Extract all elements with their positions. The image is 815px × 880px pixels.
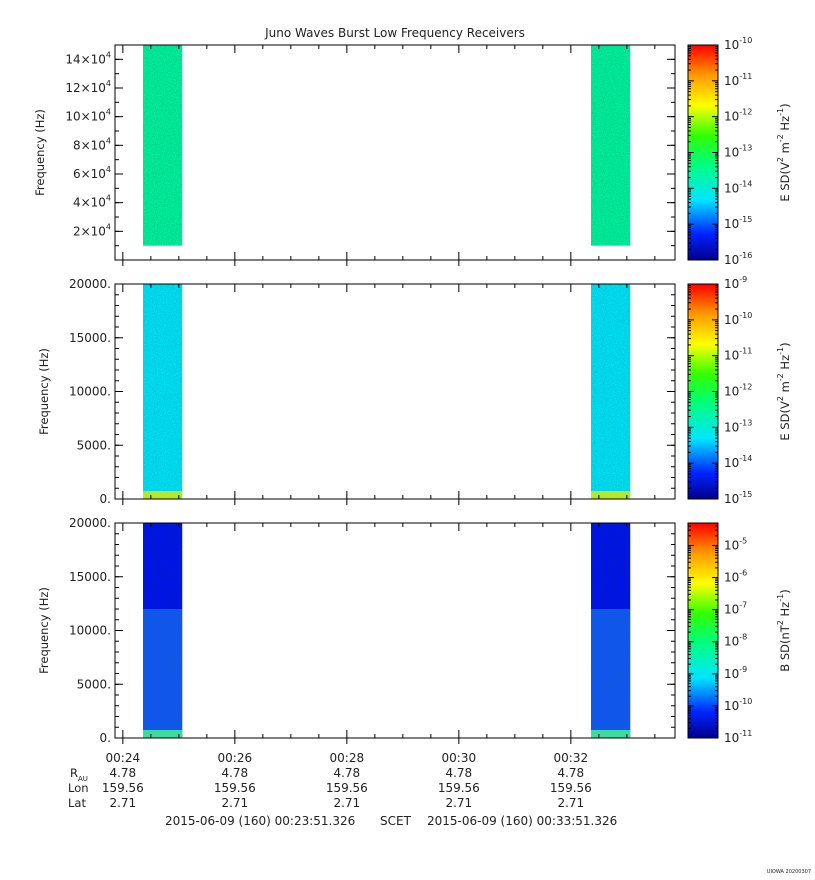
colorbar-tick-label: 10-9: [724, 275, 747, 291]
y-tick-label: 8×104: [73, 136, 111, 152]
y-tick-label: 14×104: [65, 50, 111, 66]
y-tick-label: 5000.: [77, 438, 111, 452]
ephem-lon-value: 159.56: [102, 781, 144, 795]
ephem-lat-value: 2.71: [109, 796, 136, 810]
footer-frame: SCET: [380, 814, 412, 828]
ephem-row-label-lat: Lat: [68, 796, 86, 810]
data-block-2: [591, 523, 631, 738]
panel-1: 2×104 4×104 6×104 8×104 10×104 12×104 14×104 Fr…: [33, 36, 792, 267]
colorbar-tick-label: 10-15: [724, 490, 752, 506]
colorbar-label: E SD(V2 m-2 Hz-1): [776, 342, 792, 440]
colorbar-tick-label: 10-13: [724, 144, 752, 160]
y-tick-label: 15000.: [69, 331, 111, 345]
colorbar-label: B SD(nT2 Hz-1): [776, 589, 792, 671]
y-tick-label: 6×104: [73, 165, 111, 181]
ephem-r-value: 4.78: [221, 766, 248, 780]
colorbar-tick-label: 10-16: [724, 251, 752, 267]
ephem-lon-value: 159.56: [438, 781, 480, 795]
y-tick-label: 20000.: [69, 277, 111, 291]
ephem-lat-value: 2.71: [333, 796, 360, 810]
y-tick-label: 12×104: [65, 79, 111, 95]
colorbar-tick-label: 10-11: [724, 729, 752, 745]
low-frequency-band-2: [591, 730, 631, 738]
ephem-lat-value: 2.71: [445, 796, 472, 810]
colorbar-tick-label: 10-11: [724, 72, 752, 88]
colorbar-tick-label: 10-10: [724, 36, 752, 52]
ephem-row-label-r: RAU: [70, 766, 88, 783]
colorbar-tick-label: 10-13: [724, 418, 752, 434]
ephem-lat-value: 2.71: [221, 796, 248, 810]
colorbar-tick-label: 10-12: [724, 108, 752, 124]
colorbar-3: [687, 522, 719, 739]
y-axis-label: Frequency (Hz): [33, 109, 47, 196]
data-block-2: [591, 284, 631, 499]
colorbar-tick-label: 10-15: [724, 215, 752, 231]
panel-3: 0. 5000. 10000. 15000. 20000. Frequency (Hz) 1…: [37, 516, 792, 745]
colorbar-tick-label: 10-14: [724, 454, 752, 470]
chart-title: Juno Waves Burst Low Frequency Receivers: [264, 26, 525, 40]
colorbar-tick-label: 10-9: [724, 665, 747, 681]
y-tick-label: 20000.: [69, 516, 111, 530]
colorbar-tick-label: 10-11: [724, 347, 752, 363]
colorbar-tick-label: 10-6: [724, 569, 747, 585]
y-tick-label: 0.: [100, 731, 111, 745]
ephem-lon-value: 159.56: [214, 781, 256, 795]
x-tick-label: 00:30: [442, 751, 477, 765]
x-tick-label: 00:28: [330, 751, 365, 765]
colorbar-tick-label: 10-12: [724, 383, 752, 399]
low-frequency-gradient-1: [143, 609, 183, 738]
y-axis-label: Frequency (Hz): [37, 348, 51, 435]
colorbar-tick-label: 10-14: [724, 179, 752, 195]
data-block-1: [143, 284, 183, 499]
y-tick-label: 2×104: [73, 222, 111, 238]
ephemeris-table: RAU Lon Lat 00:244.78159.562.7100:264.78…: [68, 751, 592, 810]
footer-start-time: 2015-06-09 (160) 00:23:51.326: [165, 814, 355, 828]
y-tick-label: 10000.: [69, 624, 111, 638]
colorbar-tick-label: 10-10: [724, 311, 752, 327]
plot-frame-1: [114, 44, 676, 261]
ephem-row-label-lon: Lon: [68, 781, 89, 795]
y-tick-label: 5000.: [77, 677, 111, 691]
low-frequency-band-1: [143, 730, 183, 738]
data-block-1: [143, 523, 183, 738]
panel-2: 0. 5000. 10000. 15000. 20000. Frequency (Hz) 1…: [37, 275, 792, 506]
y-tick-label: 4×104: [73, 194, 111, 210]
footer-stamp: UIOWA 20200307: [767, 869, 811, 875]
footer-end-time: 2015-06-09 (160) 00:33:51.326: [427, 814, 617, 828]
ephem-lat-value: 2.71: [557, 796, 584, 810]
ephem-r-value: 4.78: [445, 766, 472, 780]
y-tick-label: 10×104: [65, 108, 111, 124]
ephem-lon-value: 159.56: [326, 781, 368, 795]
x-tick-label: 00:32: [554, 751, 589, 765]
ephem-r-value: 4.78: [109, 766, 136, 780]
ephem-r-value: 4.78: [557, 766, 584, 780]
low-frequency-band-1: [143, 491, 183, 499]
low-frequency-gradient-2: [591, 609, 631, 738]
y-axis-label: Frequency (Hz): [37, 587, 51, 674]
colorbar-tick-label: 10-7: [724, 601, 747, 617]
colorbar-tick-label: 10-10: [724, 697, 752, 713]
y-tick-label: 10000.: [69, 385, 111, 399]
colorbar-tick-label: 10-8: [724, 633, 747, 649]
ephem-lon-value: 159.56: [550, 781, 592, 795]
low-frequency-band-2: [591, 491, 631, 499]
x-tick-label: 00:24: [106, 751, 141, 765]
x-tick-label: 00:26: [218, 751, 253, 765]
colorbar-label: E SD(V2 m-2 Hz-1): [776, 103, 792, 201]
y-tick-label: 0.: [100, 492, 111, 506]
data-block-2: [591, 45, 631, 246]
ephem-r-value: 4.78: [333, 766, 360, 780]
data-block-1: [143, 45, 183, 246]
colorbar-tick-label: 10-5: [724, 536, 747, 552]
y-tick-label: 15000.: [69, 570, 111, 584]
